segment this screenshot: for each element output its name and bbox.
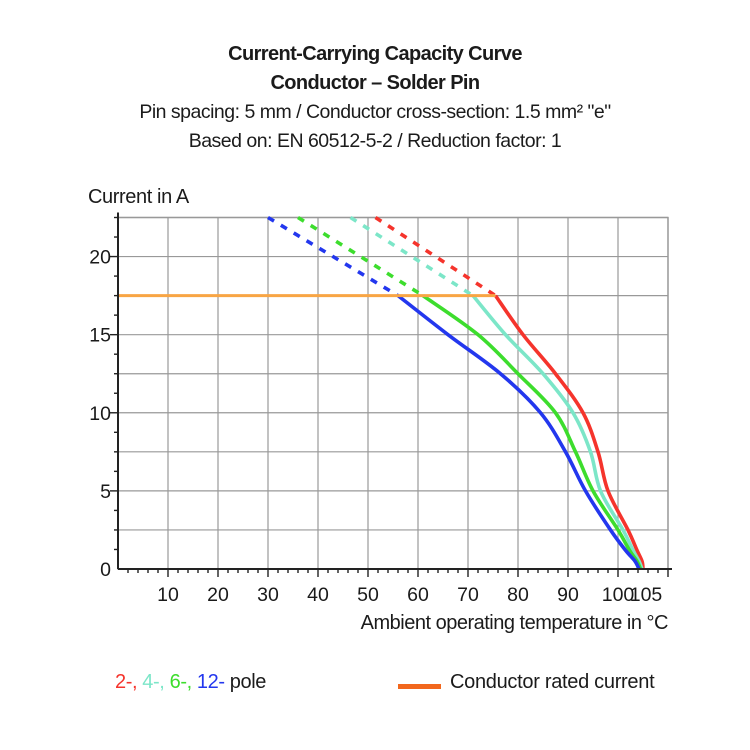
legend-pole-pole: pole [229,671,267,693]
x-tick-label-50: 50 [357,584,379,606]
chart-title-block: Current-Carrying Capacity Curve Conducto… [0,40,750,156]
plot-border [117,216,669,570]
legend-pole-6: 6-, [169,671,197,693]
x-tick-label-80: 80 [507,584,529,606]
y-tick-label-10: 10 [89,403,111,425]
y-tick-label-15: 15 [89,325,111,347]
legend-pole-labels: 2-, 4-, 6-, 12- pole [115,671,266,694]
curve-2-pole-solid [494,294,645,570]
x-tick-label-60: 60 [407,584,429,606]
y-tick-labels: 0 5 10 15 20 [89,247,111,581]
x-tick-label-10: 10 [157,584,179,606]
x-tick-label-30: 30 [257,584,279,606]
legend-pole-2: 2-, [115,671,143,693]
curve-6-pole-dashed [297,215,424,298]
x-tick-label-105: 105 [630,584,663,606]
y-axis-title: Current in A [88,186,189,208]
curve-12-pole-solid [396,294,641,570]
chart-title-line1: Current-Carrying Capacity Curve [228,43,522,65]
x-tick-label-100: 100 [602,584,635,606]
rated-current-legend-label: Conductor rated current [450,671,655,693]
curve-12-pole-dashed [267,215,399,298]
y-tick-label-5: 5 [100,481,111,503]
x-tick-label-70: 70 [457,584,479,606]
curve-4-pole-solid [471,294,644,570]
legend-pole-4: 4-, [142,671,170,693]
legend-pole-12: 12- [196,671,230,693]
rated-current-legend-swatch [398,684,441,689]
x-tick-label-90: 90 [557,584,579,606]
grid [118,216,669,569]
curve-4-pole-dashed [349,215,474,298]
x-tick-label-40: 40 [307,584,329,606]
chart-subtitle-line1: Pin spacing: 5 mm / Conductor cross-sect… [139,101,611,123]
x-tick-label-20: 20 [207,584,229,606]
x-axis-title: Ambient operating temperature in °C [360,612,669,634]
curve-6-pole-solid [421,294,643,570]
chart-subtitle-line2: Based on: EN 60512-5-2 / Reduction facto… [188,130,562,152]
y-tick-label-20: 20 [89,247,111,269]
chart-title-line2: Conductor – Solder Pin [270,72,480,94]
y-tick-label-0: 0 [100,559,111,581]
axis-ticks [110,216,669,577]
